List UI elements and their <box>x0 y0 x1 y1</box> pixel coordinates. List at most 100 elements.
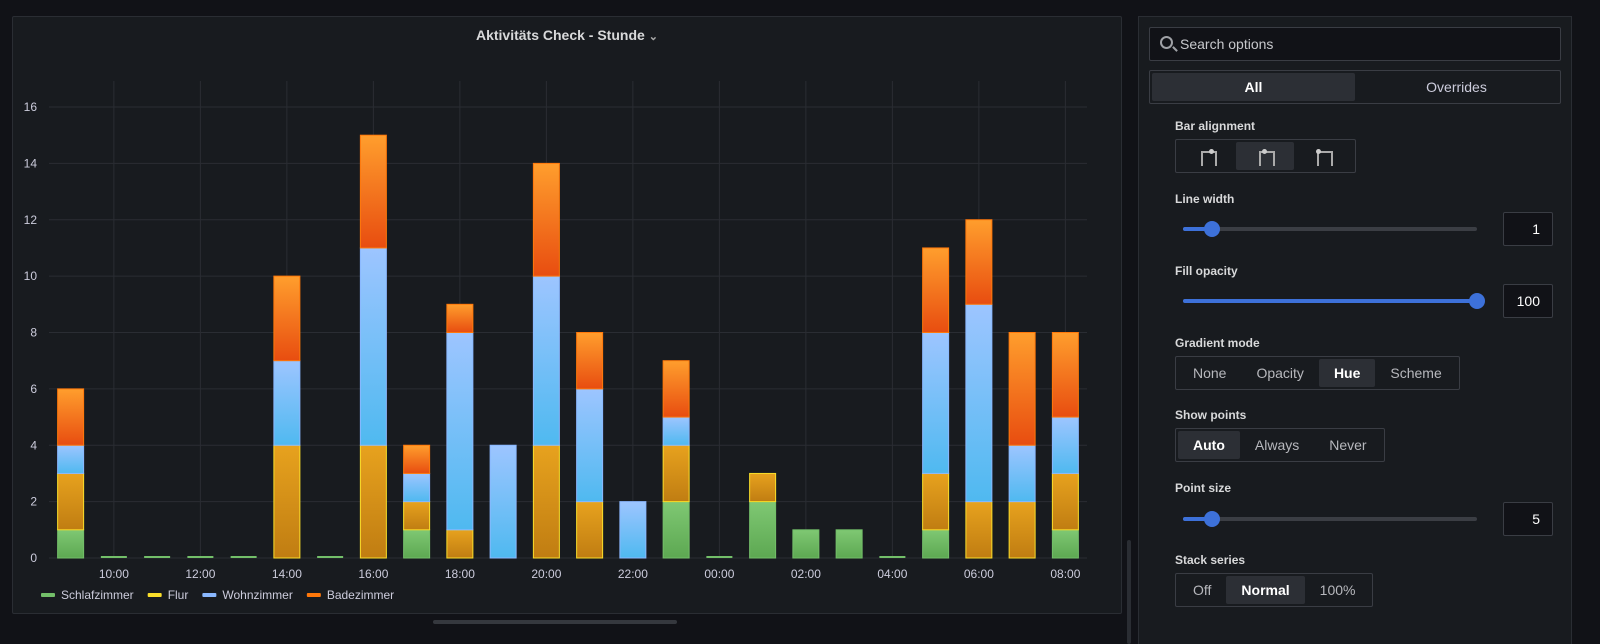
bar-wohnzimmer-05:00 <box>922 332 950 474</box>
gradient-opacity-option[interactable]: Opacity <box>1256 365 1304 381</box>
bar-schlafzimmer-02:00 <box>792 529 820 559</box>
tab-all[interactable]: All <box>1152 73 1355 101</box>
line-width-input[interactable]: 1 <box>1503 212 1553 246</box>
legend-label-flur: Flur <box>168 588 189 602</box>
stack-normal-option[interactable]: Normal <box>1226 576 1305 604</box>
x-tick-label: 00:00 <box>704 567 734 581</box>
bar-zero-13:00 <box>230 556 257 558</box>
bar-badezimmer-07:00 <box>1008 332 1036 446</box>
bar-schlafzimmer-17:00 <box>403 529 431 559</box>
bar-wohnzimmer-19:00 <box>489 444 517 559</box>
bar-wohnzimmer-09:00 <box>57 444 85 474</box>
point-size-input[interactable]: 5 <box>1503 502 1553 536</box>
line-width-label: Line width <box>1175 192 1235 206</box>
bar-align-after-button[interactable] <box>1294 142 1352 170</box>
legend-label-badezimmer: Badezimmer <box>327 588 394 602</box>
bar-badezimmer-21:00 <box>576 332 604 390</box>
stack-series-label: Stack series <box>1175 553 1246 567</box>
bar-flur-18:00 <box>446 529 474 559</box>
bar-flur-09:00 <box>57 472 85 531</box>
points-never-option[interactable]: Never <box>1329 437 1367 453</box>
gradient-scheme-option[interactable]: Scheme <box>1390 365 1442 381</box>
bar-badezimmer-09:00 <box>57 388 85 446</box>
bar-schlafzimmer-01:00 <box>749 501 777 559</box>
bar-flur-20:00 <box>532 444 560 559</box>
show-points-label: Show points <box>1175 408 1247 422</box>
bar-badezimmer-17:00 <box>403 444 431 474</box>
bar-badezimmer-14:00 <box>273 275 301 362</box>
bar-wohnzimmer-23:00 <box>662 416 690 446</box>
legend-label-schlafzimmer: Schlafzimmer <box>61 588 134 602</box>
panel-resize-handle[interactable] <box>433 620 677 624</box>
scrollbar[interactable] <box>1127 540 1131 644</box>
bar-badezimmer-05:00 <box>922 247 950 333</box>
point-size-slider-fill <box>1183 517 1213 521</box>
y-tick-label: 2 <box>30 495 37 509</box>
points-always-option[interactable]: Always <box>1254 437 1300 453</box>
fill-opacity-slider-handle[interactable] <box>1469 293 1485 309</box>
gradient-hue-option[interactable]: Hue <box>1318 359 1376 387</box>
bar-flur-17:00 <box>403 501 431 531</box>
bar-align-before-button[interactable] <box>1178 142 1236 170</box>
line-width-slider[interactable] <box>1183 221 1477 237</box>
bar-badezimmer-18:00 <box>446 303 474 333</box>
bar-schlafzimmer-03:00 <box>835 529 863 559</box>
legend-swatch-badezimmer <box>306 593 321 597</box>
x-tick-label: 10:00 <box>99 567 129 581</box>
legend-label-wohnzimmer: Wohnzimmer <box>222 588 292 602</box>
bar-align-center-button[interactable] <box>1236 142 1294 170</box>
search-icon <box>1160 36 1173 49</box>
bar-zero-10:00 <box>100 556 127 558</box>
stack-series-group: Off Normal 100% <box>1175 573 1374 607</box>
align-after-icon <box>1316 148 1333 166</box>
align-before-icon <box>1200 148 1217 166</box>
bar-wohnzimmer-22:00 <box>619 501 647 559</box>
bar-wohnzimmer-17:00 <box>403 472 431 503</box>
legend-swatch-flur <box>147 593 162 597</box>
search-input[interactable] <box>1180 28 1550 60</box>
bar-badezimmer-16:00 <box>359 134 387 249</box>
bar-flur-23:00 <box>662 444 690 503</box>
line-width-slider-fill <box>1183 227 1213 231</box>
x-tick-label: 16:00 <box>358 567 388 581</box>
bar-flur-08:00 <box>1051 472 1079 531</box>
x-tick-label: 04:00 <box>877 567 907 581</box>
bar-flur-01:00 <box>749 472 777 503</box>
bar-zero-11:00 <box>144 556 171 558</box>
bar-zero-12:00 <box>187 556 214 558</box>
y-tick-label: 4 <box>30 438 37 452</box>
gradient-none-option[interactable]: None <box>1193 365 1227 381</box>
bar-wohnzimmer-18:00 <box>446 332 474 531</box>
bar-schlafzimmer-08:00 <box>1051 529 1079 559</box>
x-tick-label: 22:00 <box>618 567 648 581</box>
chevron-down-icon: ⌄ <box>648 31 659 43</box>
gradient-mode-label: Gradient mode <box>1175 336 1260 350</box>
points-auto-option[interactable]: Auto <box>1178 431 1240 459</box>
bar-wohnzimmer-16:00 <box>359 247 387 446</box>
stack-100-option[interactable]: 100% <box>1319 582 1356 598</box>
y-tick-label: 10 <box>24 269 38 283</box>
bar-schlafzimmer-05:00 <box>922 529 950 559</box>
stack-off-option[interactable]: Off <box>1193 582 1212 598</box>
bar-zero-04:00 <box>879 556 906 558</box>
x-tick-label: 12:00 <box>185 567 215 581</box>
y-tick-label: 14 <box>24 156 38 170</box>
bar-schlafzimmer-23:00 <box>662 501 690 559</box>
bar-wohnzimmer-06:00 <box>965 303 993 503</box>
line-width-slider-handle[interactable] <box>1204 221 1221 237</box>
fill-opacity-slider-fill <box>1183 299 1477 303</box>
bar-flur-14:00 <box>273 444 301 559</box>
panel-title[interactable]: Aktivitäts Check - Stunde ⌄ <box>13 27 1121 43</box>
x-tick-label: 14:00 <box>272 567 302 581</box>
x-tick-label: 20:00 <box>531 567 561 581</box>
tab-overrides[interactable]: Overrides <box>1426 79 1487 95</box>
bar-badezimmer-23:00 <box>662 360 690 418</box>
bar-badezimmer-20:00 <box>532 162 560 277</box>
fill-opacity-slider[interactable] <box>1183 293 1485 309</box>
x-tick-label: 02:00 <box>791 567 821 581</box>
options-tabs: All Overrides <box>1149 70 1561 104</box>
x-tick-label: 08:00 <box>1050 567 1080 581</box>
point-size-slider[interactable] <box>1183 511 1477 527</box>
point-size-slider-handle[interactable] <box>1204 511 1221 527</box>
fill-opacity-input[interactable]: 100 <box>1503 284 1553 318</box>
